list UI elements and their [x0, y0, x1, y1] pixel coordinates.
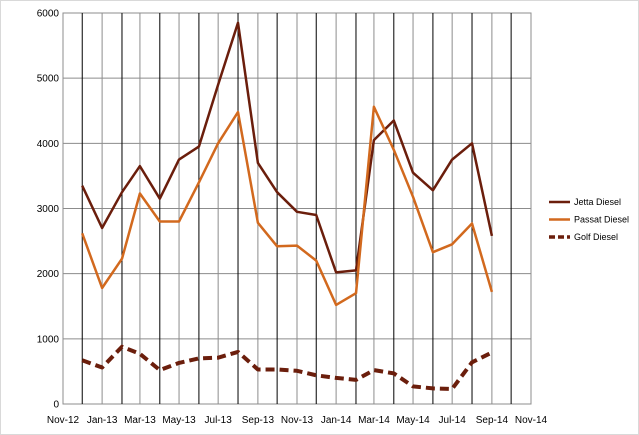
- series-line-jetta-diesel: [81, 21, 494, 274]
- x-tick-label: Jul-13: [205, 415, 233, 426]
- x-tick-label: Nov-13: [281, 415, 314, 426]
- y-tick-label: 1000: [37, 334, 60, 345]
- y-axis-tick-labels: 0 1000 2000 3000 4000 5000 6000: [37, 9, 60, 411]
- x-tick-label: Jan-13: [87, 415, 118, 426]
- series-line-passat-diesel: [81, 105, 494, 307]
- x-tick-label: Sep-13: [242, 415, 275, 426]
- y-tick-label: 0: [53, 400, 59, 411]
- x-tick-label: Nov-14: [515, 415, 548, 426]
- x-tick-label: May-13: [162, 415, 196, 426]
- y-tick-label: 4000: [37, 139, 60, 150]
- x-tick-label: Mar-14: [358, 415, 390, 426]
- series-lines: [81, 21, 494, 391]
- x-tick-label: Nov-12: [47, 415, 80, 426]
- legend: Jetta Diesel Passat Diesel Golf Diesel: [549, 197, 629, 242]
- series-line-golf-diesel: [81, 344, 493, 391]
- y-tick-label: 6000: [37, 9, 60, 20]
- legend-label: Golf Diesel: [574, 232, 618, 242]
- x-axis-tick-labels: Nov-12 Jan-13 Mar-13 May-13 Jul-13 Sep-13 Nov-…: [47, 415, 548, 426]
- y-tick-label: 5000: [37, 74, 60, 85]
- x-tick-label: Mar-13: [124, 415, 156, 426]
- x-tick-label: Jul-14: [439, 415, 467, 426]
- y-tick-label: 3000: [37, 204, 60, 215]
- x-tick-label: May-14: [396, 415, 430, 426]
- vertical-gridlines: [62, 13, 532, 404]
- legend-label: Jetta Diesel: [574, 197, 621, 207]
- legend-label: Passat Diesel: [574, 215, 629, 225]
- x-tick-label: Jan-14: [321, 415, 352, 426]
- x-tick-label: Sep-14: [476, 415, 509, 426]
- y-tick-label: 2000: [37, 269, 60, 280]
